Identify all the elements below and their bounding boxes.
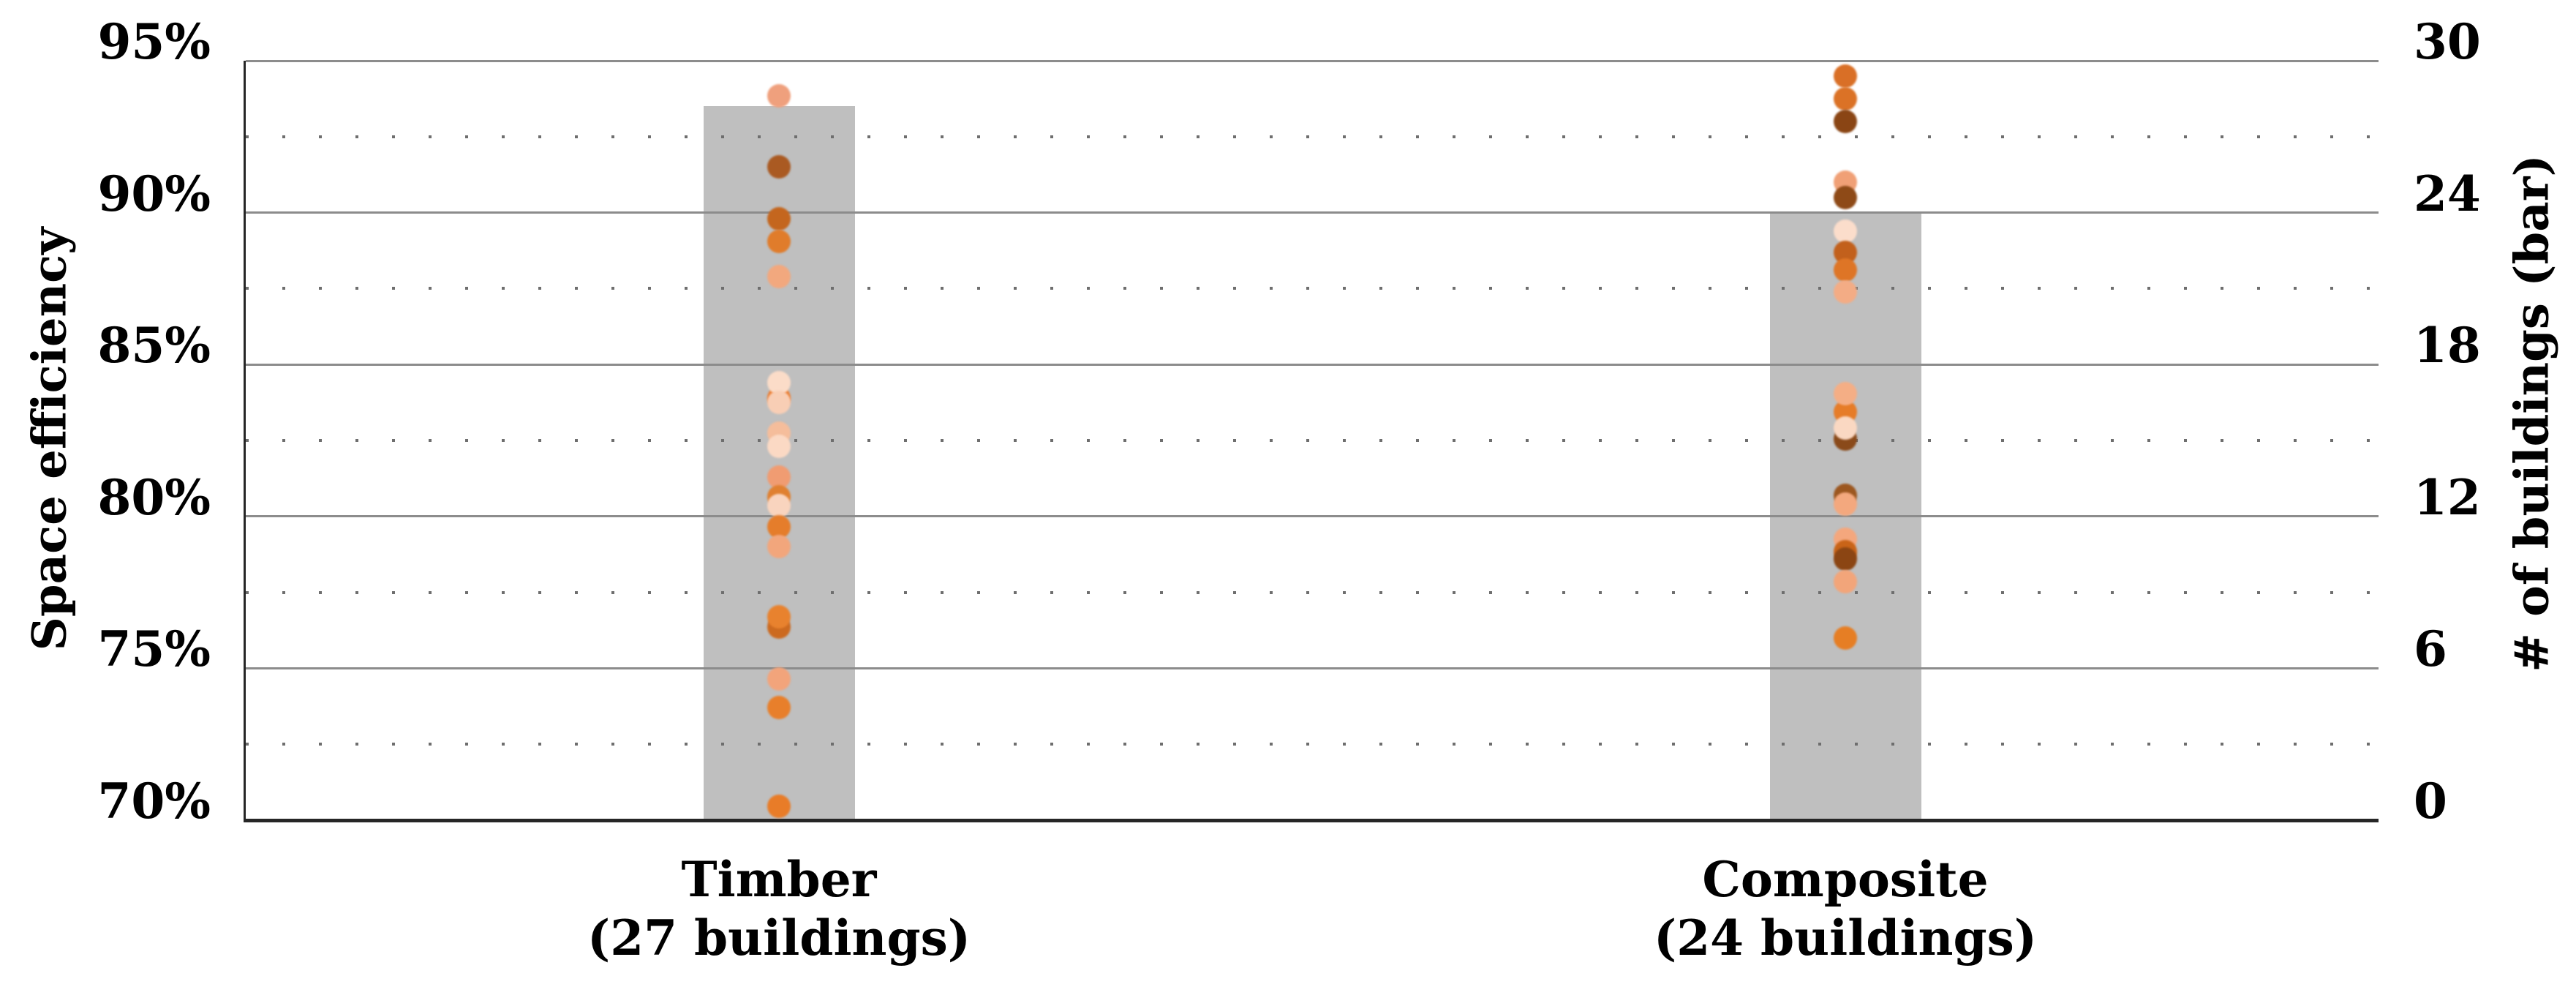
data-point-dot <box>767 371 791 395</box>
category-name: Timber <box>681 851 877 908</box>
category-label-timber: Timber (27 buildings) <box>587 850 971 967</box>
data-point-dot <box>767 604 791 628</box>
minor-dotted-gridline <box>246 135 2379 138</box>
y-right-tick-label: 6 <box>2414 620 2447 678</box>
data-point-dot <box>1834 381 1857 405</box>
major-gridline <box>246 59 2379 62</box>
y-right-tick-label: 0 <box>2414 773 2447 830</box>
data-point-dot <box>1834 570 1857 594</box>
data-point-dot <box>767 391 791 415</box>
y-right-tick-label: 18 <box>2414 317 2481 375</box>
y-right-tick-label: 12 <box>2414 468 2481 526</box>
data-point-dot <box>767 264 791 288</box>
data-point-dot <box>1834 219 1857 243</box>
major-gridline <box>246 667 2379 669</box>
data-point-dot <box>767 667 791 691</box>
y-left-tick-label: 75% <box>97 620 211 678</box>
data-point-dot <box>1834 416 1857 440</box>
major-gridline <box>246 211 2379 214</box>
minor-dotted-gridline <box>246 743 2379 746</box>
major-gridline <box>246 363 2379 366</box>
data-point-dot <box>767 435 791 459</box>
y-left-tick-label: 90% <box>97 165 211 222</box>
data-point-dot <box>767 206 791 230</box>
data-point-dot <box>1834 185 1857 209</box>
data-point-dot <box>1834 258 1857 282</box>
data-point-dot <box>1834 279 1857 304</box>
category-count: (27 buildings) <box>587 909 971 967</box>
y-left-tick-label: 85% <box>97 317 211 375</box>
x-axis-line <box>246 819 2379 822</box>
y-left-tick-label: 95% <box>97 13 211 70</box>
category-label-composite: Composite (24 buildings) <box>1654 850 2037 967</box>
category-name: Composite <box>1702 851 1989 908</box>
data-point-dot <box>1834 492 1857 517</box>
data-point-dot <box>767 515 791 539</box>
data-point-dot <box>767 494 791 518</box>
data-point-dot <box>1834 626 1857 650</box>
data-point-dot <box>1834 64 1857 88</box>
data-point-dot <box>1834 547 1857 571</box>
data-point-dot <box>767 230 791 254</box>
y-right-tick-label: 30 <box>2414 13 2481 70</box>
data-point-dot <box>767 465 791 489</box>
y-left-tick-label: 70% <box>97 773 211 830</box>
category-count: (24 buildings) <box>1653 909 2038 967</box>
y-left-axis-title: Space efficiency <box>22 227 78 651</box>
y-axis-line <box>244 61 246 822</box>
data-point-dot <box>767 83 791 108</box>
y-right-axis-title: # of buildings (bar) <box>2504 154 2560 672</box>
data-point-dot <box>767 795 791 819</box>
data-point-dot <box>1834 110 1857 134</box>
minor-dotted-gridline <box>246 287 2379 290</box>
y-right-tick-label: 24 <box>2414 165 2481 222</box>
y-left-tick-label: 80% <box>97 468 211 526</box>
data-point-dot <box>767 696 791 720</box>
major-gridline <box>246 515 2379 518</box>
data-point-dot <box>1834 86 1857 110</box>
data-point-dot <box>767 535 791 559</box>
data-point-dot <box>767 155 791 179</box>
minor-dotted-gridline <box>246 590 2379 594</box>
minor-dotted-gridline <box>246 439 2379 442</box>
